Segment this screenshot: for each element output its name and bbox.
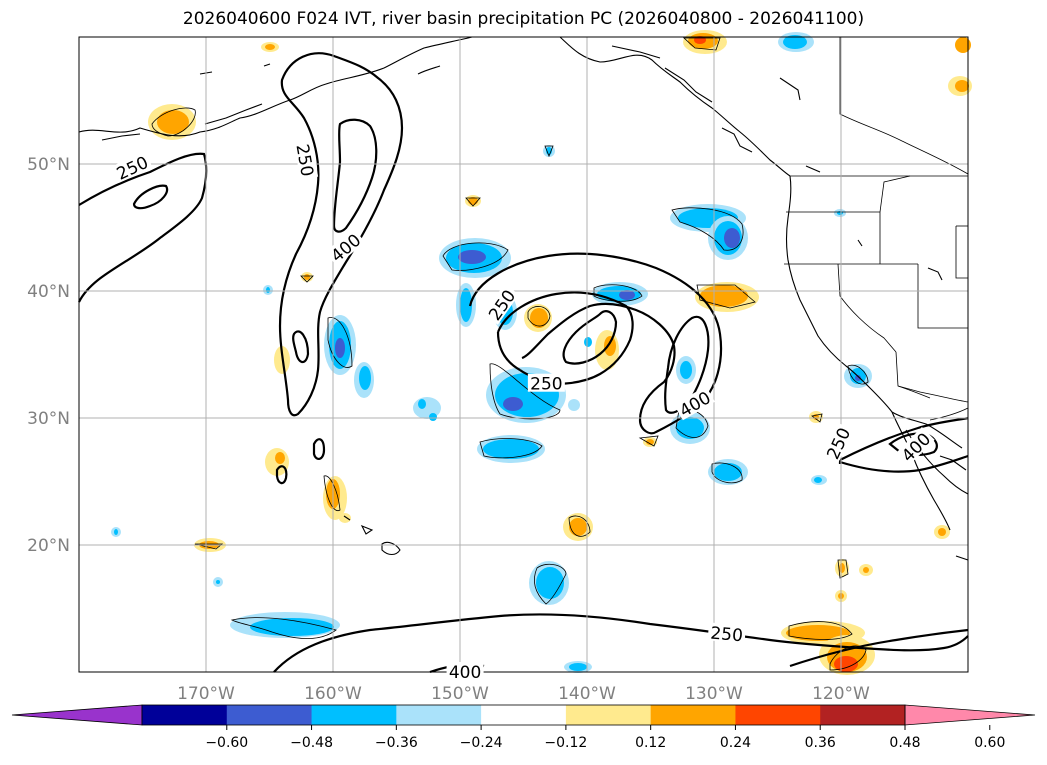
ivt-label-8: 250 xyxy=(821,422,855,464)
colorbar-outline xyxy=(141,704,906,726)
colorbar-tick-label-6: 0.24 xyxy=(720,735,751,751)
lon-label-1: 160°W xyxy=(304,684,362,704)
colorbar: −0.60 −0.48 −0.36 −0.24 −0.12 0.12 0.24 0.36 0.4… xyxy=(11,704,1036,751)
ivt-label-6: 250 xyxy=(707,622,747,647)
colorbar-cell-1 xyxy=(226,705,313,725)
ivt-label-text-4: 250 xyxy=(530,375,562,395)
lon-label-2: 150°W xyxy=(431,684,489,704)
colorbar-cell-2 xyxy=(311,705,397,725)
map-frame xyxy=(78,36,969,673)
colorbar-tick-label-8: 0.48 xyxy=(889,735,920,751)
ivt-label-bg-0 xyxy=(111,150,153,183)
lon-label-5: 120°W xyxy=(812,684,870,704)
ivt-label-text-7: 400 xyxy=(449,663,481,683)
ivt-label-bg-6 xyxy=(707,622,747,644)
colorbar-cell-8 xyxy=(820,705,906,725)
negative-anomaly-blobs xyxy=(111,32,872,673)
ivt-label-0: 250 xyxy=(111,150,153,185)
ivt-label-text-6: 250 xyxy=(710,624,744,647)
ivt-label-bg-3 xyxy=(483,284,520,325)
precip-contour-lines xyxy=(151,37,869,671)
lat-label-0: 50°N xyxy=(27,155,70,175)
colorbar-tick-label-9: 0.60 xyxy=(974,735,1005,751)
precip-pc-shading xyxy=(111,30,972,675)
colorbar-cell-7 xyxy=(735,705,821,725)
ivt-label-7: 400 xyxy=(446,662,484,683)
latitude-labels: 50°N 40°N 30°N 20°N xyxy=(27,155,70,556)
ivt-label-bg-9 xyxy=(895,427,935,466)
lon-label-0: 170°W xyxy=(177,684,235,704)
ivt-label-bg-5 xyxy=(673,386,715,421)
ivt-label-bg-8 xyxy=(821,422,854,464)
colorbar-tick-label-3: −0.24 xyxy=(460,735,503,751)
ivt-label-bg-1 xyxy=(293,140,319,180)
longitude-labels: 170°W 160°W 150°W 140°W 130°W 120°W xyxy=(177,684,870,704)
colorbar-cell-0 xyxy=(142,705,228,725)
ivt-label-bg-7 xyxy=(446,662,484,680)
colorbar-tick-label-4: −0.12 xyxy=(544,735,587,751)
colorbar-extend-low xyxy=(11,704,143,726)
ivt-label-4: 250 xyxy=(527,373,565,395)
lon-label-3: 140°W xyxy=(558,684,616,704)
political-borders xyxy=(784,37,969,421)
ivt-label-text-1: 250 xyxy=(291,143,316,178)
lon-label-4: 130°W xyxy=(685,684,743,704)
ivt-label-bg-4 xyxy=(527,373,565,392)
map-title: 2026040600 F024 IVT, river basin precipi… xyxy=(182,9,865,29)
colorbar-tick-label-7: 0.36 xyxy=(805,735,836,751)
coastlines xyxy=(78,36,969,561)
colorbar-cell-6 xyxy=(650,705,736,725)
lat-label-3: 20°N xyxy=(27,536,70,556)
ivt-label-bg-2 xyxy=(325,228,366,266)
colorbar-tick-label-2: −0.36 xyxy=(375,735,418,751)
colorbar-cell-5 xyxy=(565,705,652,725)
colorbar-cell-3 xyxy=(396,705,482,725)
colorbar-extend-high xyxy=(904,704,1036,726)
ivt-label-9: 400 xyxy=(895,427,935,466)
colorbar-cell-4 xyxy=(481,705,567,725)
graticule-lines xyxy=(79,37,968,672)
lat-label-1: 40°N xyxy=(27,282,70,302)
colorbar-cells xyxy=(11,704,1036,726)
colorbar-ticks: −0.60 −0.48 −0.36 −0.24 −0.12 0.12 0.24 0.36 0.4… xyxy=(205,725,1005,751)
lat-label-2: 30°N xyxy=(27,409,70,429)
colorbar-tick-label-0: −0.60 xyxy=(205,735,248,751)
colorbar-tick-label-1: −0.48 xyxy=(290,735,333,751)
colorbar-tick-label-5: 0.12 xyxy=(635,735,666,751)
ivt-contour-lines xyxy=(78,52,969,674)
